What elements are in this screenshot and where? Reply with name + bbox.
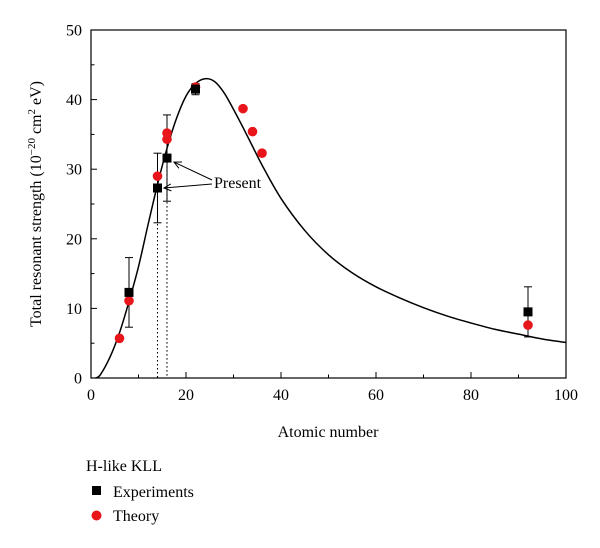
- x-tick-label: 0: [87, 387, 95, 404]
- y-tick-label: 20: [66, 231, 82, 248]
- theory-series: [114, 82, 533, 344]
- y-tick-label: 40: [66, 92, 82, 109]
- annotation-arrow-line: [173, 161, 213, 181]
- y-tick-label: 50: [66, 23, 82, 40]
- legend-marker-experiments: [92, 486, 101, 495]
- theory-point: [124, 295, 134, 306]
- experiment-point: [153, 183, 162, 193]
- plot-area: [90, 29, 567, 379]
- experiment-point: [191, 84, 200, 94]
- legend-label-theory: Theory: [113, 508, 159, 525]
- fit-curve: [95, 77, 567, 379]
- annotation-arrow-head: [172, 161, 182, 169]
- theory-point: [152, 171, 163, 181]
- y-axis-title-exp1: −20: [26, 138, 38, 156]
- y-axis-title-suffix: eV): [28, 81, 45, 109]
- error-bars: [125, 83, 532, 338]
- experiment-point: [124, 287, 134, 297]
- y-axis-title: Total resonant strength (10−20 cm2 eV): [26, 81, 45, 327]
- x-axis-title: Atomic number: [278, 424, 380, 441]
- legend-label-experiments: Experiments: [113, 484, 194, 501]
- x-tick-label: 40: [273, 387, 289, 404]
- y-tick-label: 10: [66, 301, 82, 318]
- x-tick-label: 100: [554, 387, 578, 404]
- annotation: Present: [162, 161, 262, 192]
- theory-point: [114, 333, 125, 344]
- y-axis-title-exp2: 2: [26, 109, 38, 115]
- theory-point: [523, 320, 533, 330]
- theory-point: [257, 148, 267, 158]
- fit-curve-layer: [95, 77, 567, 379]
- theory-point: [247, 126, 258, 137]
- annotation-arrow-line: [163, 183, 213, 189]
- x-tick-label: 20: [178, 387, 194, 404]
- annotation-arrow-head: [162, 183, 172, 192]
- experiment-point: [523, 307, 533, 317]
- x-tick-label: 80: [463, 387, 479, 404]
- theory-point: [238, 103, 248, 114]
- y-axis: 0 10 20 30 40 50: [66, 23, 97, 388]
- x-tick-label: 60: [368, 387, 384, 404]
- legend-title: H-like KLL: [86, 458, 162, 475]
- theory-point: [162, 128, 172, 138]
- y-axis-title-prefix: Total resonant strength (10: [28, 155, 45, 327]
- x-axis: 0 20 40 60 80 100: [87, 372, 578, 404]
- annotation-present-label: Present: [214, 175, 262, 192]
- plot-border: [90, 29, 567, 379]
- legend-marker-theory: [91, 510, 102, 521]
- experiment-point: [162, 153, 172, 163]
- experiments-series: [124, 84, 533, 317]
- y-axis-title-mid: cm: [28, 114, 45, 138]
- y-tick-label: 0: [74, 371, 82, 388]
- legend: H-like KLL Experiments Theory: [86, 458, 194, 525]
- y-tick-label: 30: [66, 162, 82, 179]
